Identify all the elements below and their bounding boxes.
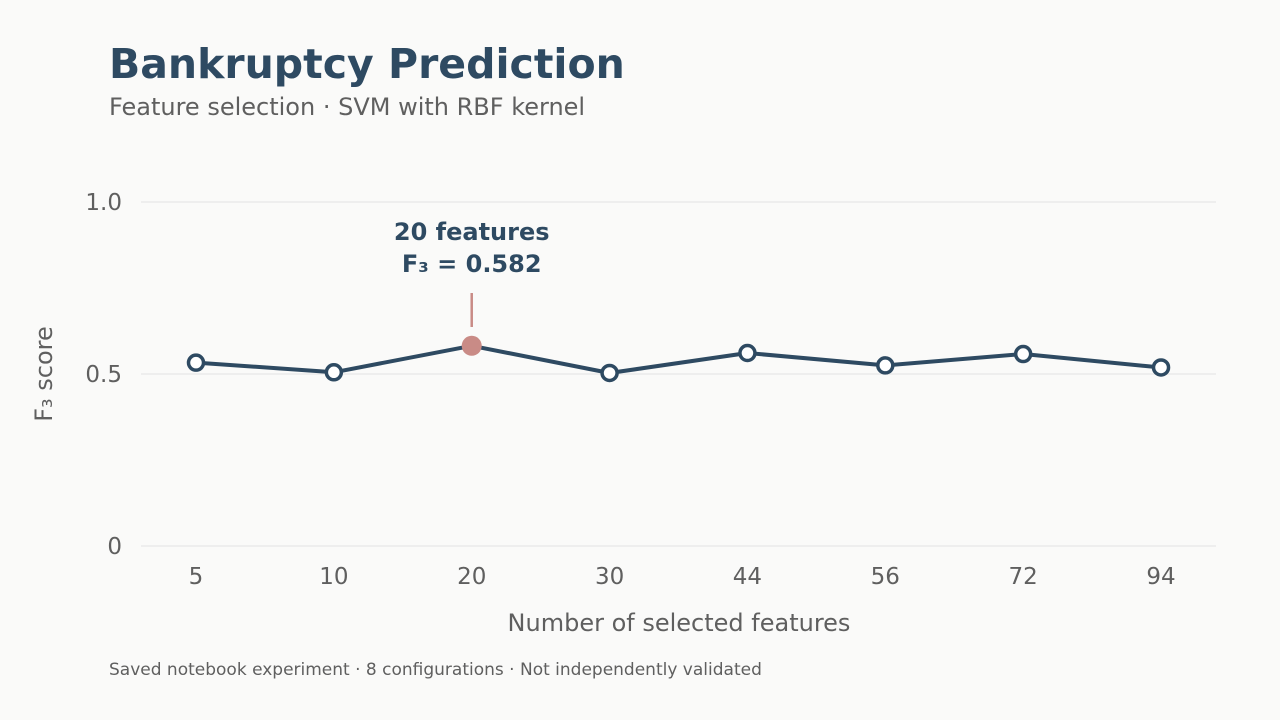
data-point xyxy=(876,356,895,375)
x-tick-label: 72 xyxy=(1009,564,1038,590)
annotation-score: F₃ = 0.582 xyxy=(402,250,542,278)
footnote: Saved notebook experiment · 8 configurat… xyxy=(109,660,762,680)
series-line xyxy=(194,343,1163,375)
x-tick-label: 56 xyxy=(871,564,900,590)
x-axis-ticks: 5 10 20 30 44 56 72 94 xyxy=(189,564,1176,590)
x-tick-label: 5 xyxy=(189,564,204,590)
data-point xyxy=(1151,358,1171,377)
x-tick-label: 10 xyxy=(319,564,348,590)
page-title: Bankruptcy Prediction xyxy=(109,40,625,88)
data-point xyxy=(186,353,206,372)
x-tick-label: 44 xyxy=(733,564,762,590)
data-point xyxy=(1013,344,1033,364)
grid-lines xyxy=(141,201,1216,547)
y-axis-title: F₃ score xyxy=(30,326,58,422)
data-points xyxy=(186,335,1171,383)
x-tick-label: 20 xyxy=(457,564,486,590)
annotation-feature-count: 20 features xyxy=(394,218,550,246)
y-tick-label: 0 xyxy=(107,534,122,560)
data-point xyxy=(738,343,757,363)
x-tick-label: 30 xyxy=(595,564,624,590)
x-tick-label: 94 xyxy=(1146,564,1175,590)
y-axis-ticks: 0 0.5 1.0 xyxy=(85,190,122,560)
data-point xyxy=(324,363,344,382)
y-tick-label: 1.0 xyxy=(85,190,122,216)
peak-annotation: 20 features F₃ = 0.582 xyxy=(394,218,550,327)
x-axis-title: Number of selected features xyxy=(508,609,851,637)
page-subtitle: Feature selection · SVM with RBF kernel xyxy=(109,93,586,121)
highlight-point xyxy=(461,335,482,356)
data-point xyxy=(600,363,619,383)
y-tick-label: 0.5 xyxy=(85,362,122,388)
